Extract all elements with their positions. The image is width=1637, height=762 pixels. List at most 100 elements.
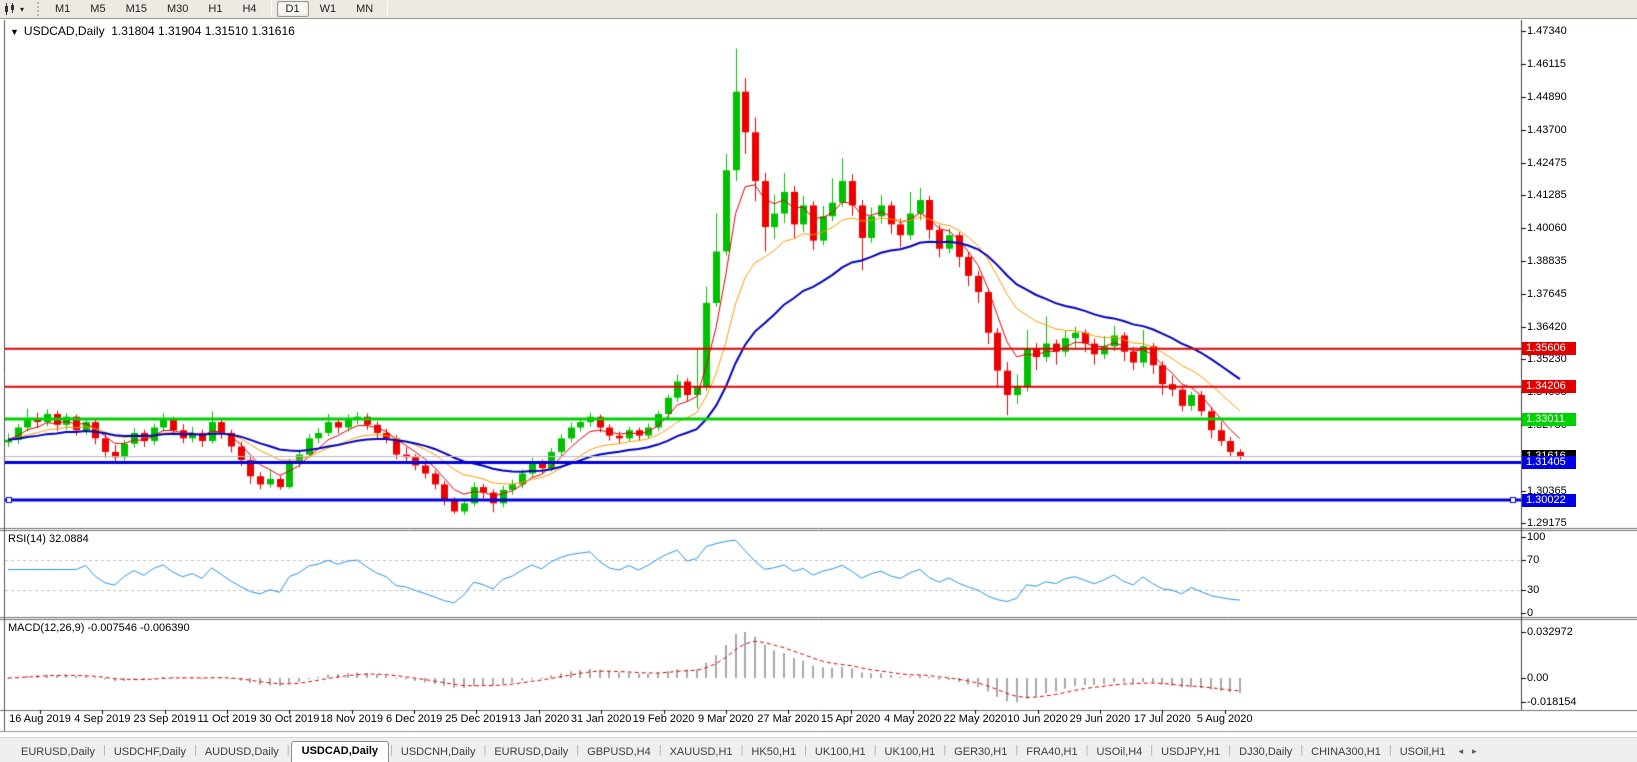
date-label: 15 Apr 2020: [820, 713, 881, 725]
tab-separator: |: [1085, 744, 1089, 756]
chart-tab-bar: EURUSD,Daily | USDCHF,Daily | AUDUSD,Daily | U…: [0, 737, 1637, 762]
tab-separator: |: [740, 744, 744, 756]
tab-separator: |: [658, 744, 662, 756]
price-level-tag: 1.30022: [1522, 493, 1576, 507]
chart-ohlc-values: 1.31804 1.31904 1.31510 1.31616: [111, 24, 295, 38]
tab-separator: |: [102, 744, 106, 756]
date-label: 17 Jul 2020: [1133, 713, 1191, 725]
price-axis-tick: 1.36420: [1527, 320, 1567, 333]
rsi-axis-tick: 100: [1527, 531, 1546, 543]
timeframe-button-h4[interactable]: H4: [242, 3, 257, 15]
chart-tab[interactable]: USOil,H4: [1096, 746, 1143, 758]
date-label: 29 Jun 2020: [1069, 713, 1131, 725]
date-label: 18 Nov 2019: [320, 713, 383, 725]
tab-separator: |: [390, 744, 393, 756]
price-level-tag: 1.31405: [1522, 456, 1576, 470]
price-axis-tick: 1.41285: [1527, 189, 1567, 201]
chart-tab[interactable]: UK100,H1: [814, 746, 866, 758]
macd-indicator-label: MACD(12,26,9) -0.007546 -0.006390: [8, 622, 190, 634]
tab-separator: |: [1388, 744, 1392, 756]
tab-separator: |: [1150, 744, 1154, 756]
title-collapse-icon[interactable]: ▼: [10, 27, 19, 37]
date-label: 19 Feb 2020: [632, 713, 695, 725]
tab-scroll-right-icon[interactable]: ▸: [1472, 746, 1477, 756]
macd-axis-tick: 0.00: [1527, 672, 1549, 684]
chart-tab[interactable]: DJ30,Daily: [1239, 746, 1293, 758]
chart-tab[interactable]: USDCAD,Daily: [290, 741, 390, 762]
chart-tab[interactable]: CHINA300,H1: [1311, 746, 1381, 758]
chart-tab[interactable]: HK50,H1: [751, 746, 797, 758]
date-label: 4 Sep 2019: [74, 713, 131, 725]
timeframe-button-m30[interactable]: M30: [166, 3, 189, 15]
price-level-tag: 1.35606: [1522, 342, 1576, 356]
date-label: 22 May 2020: [943, 713, 1008, 725]
price-axis-tick: 1.46115: [1527, 58, 1566, 71]
timeframe-button-group: M1 M5 M15 M30 H1 H4 D1 W1 MN: [45, 1, 392, 17]
chart-tab[interactable]: USDCHF,Daily: [113, 746, 186, 758]
price-axis-tick: 1.29175: [1527, 517, 1567, 529]
chart-symbol-label: USDCAD,Daily: [23, 24, 105, 38]
price-axis-tick: 1.47340: [1527, 25, 1567, 37]
date-label: 10 Jun 2020: [1007, 713, 1068, 725]
price-axis-tick: 1.37645: [1527, 287, 1567, 300]
chart-tab[interactable]: AUDUSD,Daily: [204, 746, 279, 758]
chart-tab[interactable]: USOil,H1: [1399, 746, 1446, 758]
chart-tab[interactable]: USDJPY,H1: [1161, 746, 1221, 758]
tab-separator: |: [1300, 744, 1304, 756]
toolbar-separator: [387, 1, 389, 16]
price-level-tag: 1.34206: [1522, 380, 1576, 394]
chart-tab[interactable]: EURUSD,Daily: [494, 746, 569, 758]
tab-separator: |: [483, 744, 487, 756]
date-label: 27 Mar 2020: [757, 713, 820, 725]
chart-tab[interactable]: FRA40,H1: [1026, 746, 1078, 758]
tab-separator: |: [576, 744, 580, 756]
date-label: 31 Jan 2020: [570, 713, 632, 725]
timeframe-button-w1[interactable]: W1: [319, 3, 337, 15]
timeframe-button-h1[interactable]: H1: [208, 3, 223, 15]
timeframe-button-m5[interactable]: M5: [90, 3, 106, 15]
macd-axis-tick: 0.032972: [1527, 626, 1573, 638]
price-level-tag: 1.33011: [1522, 412, 1576, 426]
price-axis-tick: 1.42475: [1527, 156, 1567, 169]
chart-tab[interactable]: UK100,H1: [884, 746, 936, 758]
chart-tab[interactable]: USDCNH,Daily: [400, 746, 476, 758]
tab-separator: |: [804, 744, 807, 756]
timeframe-button-m15[interactable]: M15: [125, 3, 147, 15]
tab-separator: |: [943, 744, 947, 756]
charts-toolbar-icon[interactable]: [2, 2, 18, 16]
date-label: 16 Aug 2019: [9, 713, 71, 725]
date-label: 11 Oct 2019: [197, 713, 257, 725]
tab-separator: |: [286, 744, 290, 756]
timeframe-toolbar: ▾ M1 M5 M15 M30 H1 H4 D1 W1 MN: [0, 0, 1637, 19]
rsi-indicator-label: RSI(14) 32.0884: [8, 533, 89, 545]
chart-title: ▼ USDCAD,Daily 1.31804 1.31904 1.31510 1.…: [10, 24, 295, 38]
chart-tab[interactable]: GER30,H1: [954, 746, 1008, 758]
date-label: 6 Dec 2019: [385, 713, 443, 725]
chart-tab[interactable]: GBPUSD,H4: [587, 746, 651, 758]
date-label: 4 May 2020: [884, 713, 942, 725]
rsi-axis-tick: 70: [1527, 553, 1540, 566]
timeframe-button-mn[interactable]: MN: [356, 3, 374, 15]
date-label: 13 Jan 2020: [508, 713, 570, 725]
price-axis-tick: 1.40060: [1527, 222, 1567, 235]
tab-scroll-left-icon[interactable]: ◂: [1458, 746, 1464, 756]
tab-separator: |: [193, 744, 197, 756]
tab-separator: |: [873, 744, 877, 756]
price-axis-tick: 1.44890: [1527, 91, 1567, 104]
chart-tab[interactable]: XAUUSD,H1: [669, 746, 733, 758]
chart-dropdown-caret-icon[interactable]: ▾: [20, 4, 25, 14]
toolbar-grip-handle[interactable]: [36, 1, 42, 17]
date-label: 9 Mar 2020: [698, 713, 754, 725]
macd-axis-tick: -0.018154: [1527, 696, 1577, 709]
timeframe-button-d1[interactable]: D1: [276, 1, 309, 17]
price-axis-tick: 1.43700: [1527, 123, 1567, 136]
tab-separator: |: [1228, 744, 1232, 756]
date-label: 5 Aug 2020: [1196, 713, 1253, 725]
chart-tab[interactable]: EURUSD,Daily: [21, 746, 95, 758]
timeframe-button-m1[interactable]: M1: [55, 3, 71, 15]
date-label: 25 Dec 2019: [445, 713, 508, 725]
date-label: 30 Oct 2019: [259, 713, 320, 725]
toolbar-separator: [270, 1, 272, 16]
